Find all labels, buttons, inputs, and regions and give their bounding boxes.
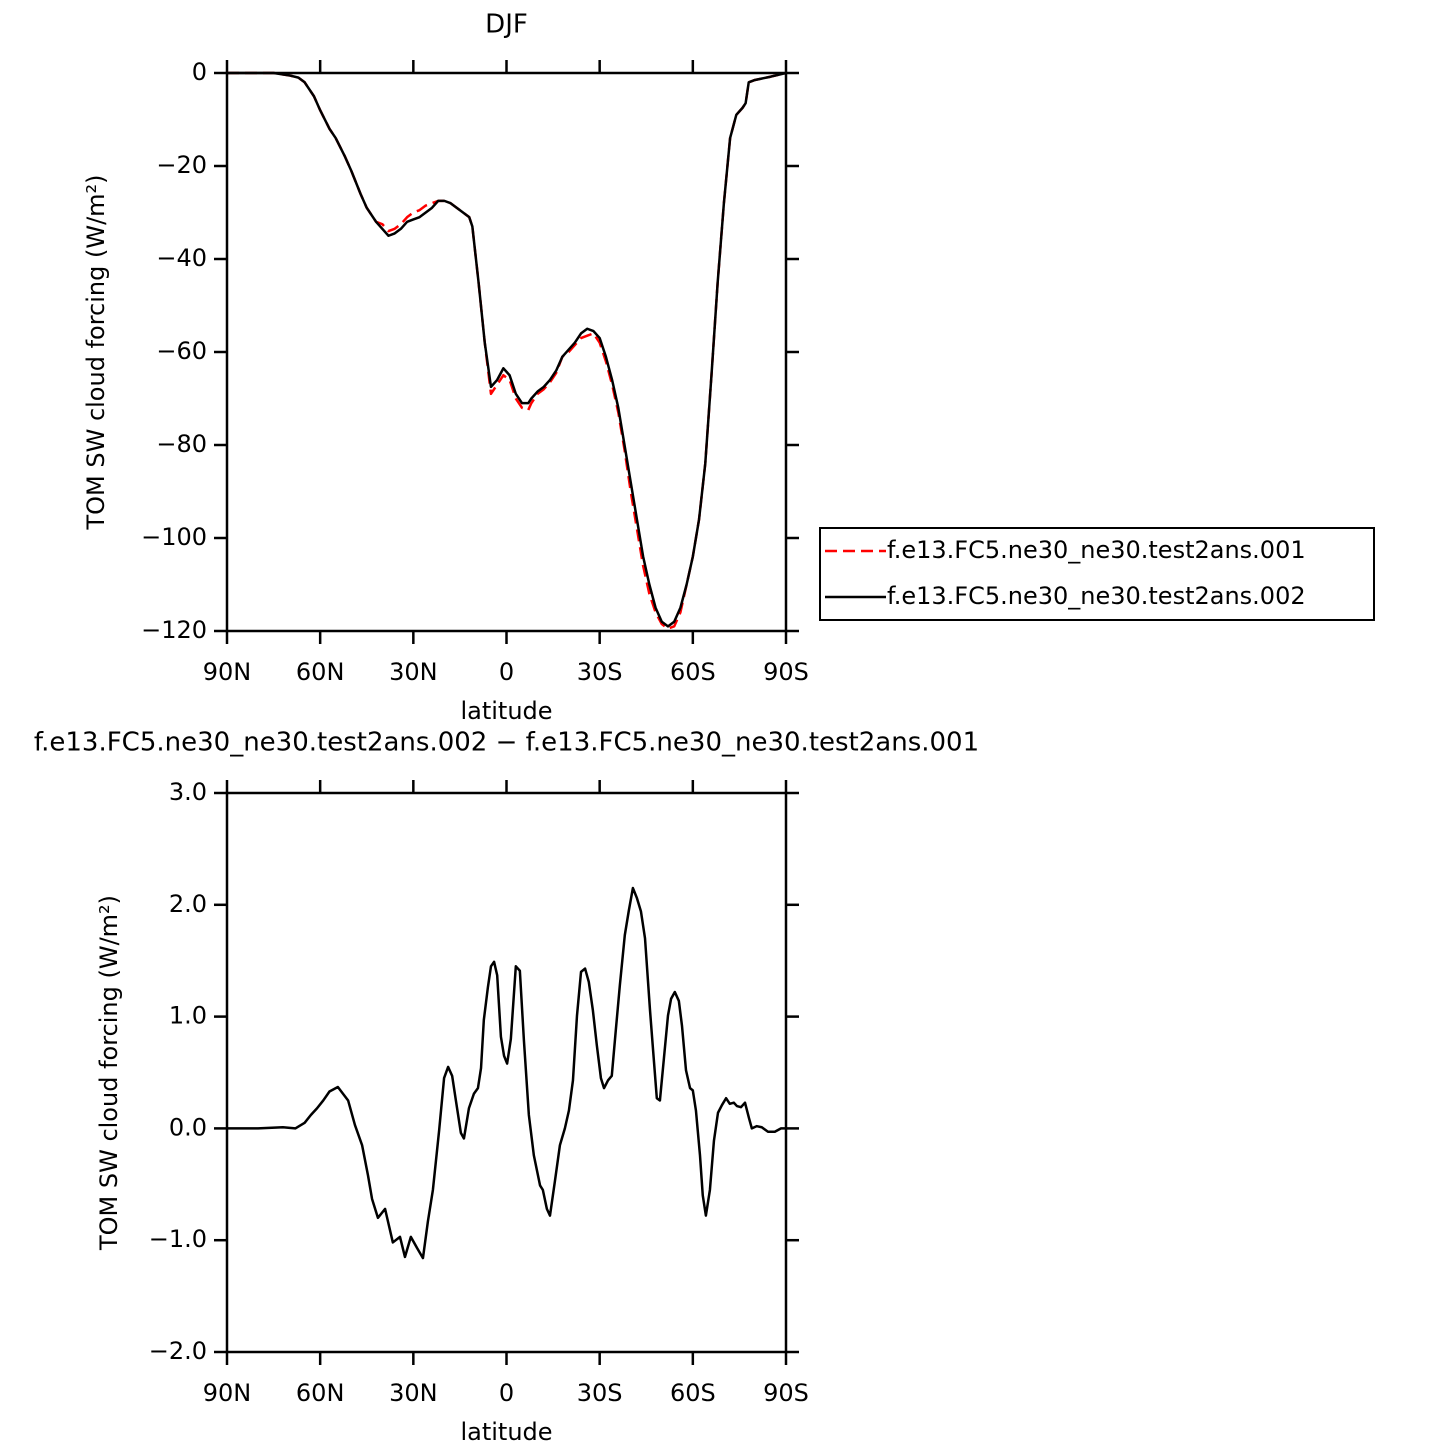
- legend-label: f.e13.FC5.ne30_ne30.test2ans.002: [887, 582, 1306, 610]
- chart-title: f.e13.FC5.ne30_ne30.test2ans.002 − f.e13…: [34, 728, 979, 758]
- x-tick-label: 0: [499, 1379, 514, 1407]
- y-tick-label: 2.0: [169, 890, 207, 918]
- y-tick-label: −1.0: [149, 1225, 207, 1253]
- legend-box: [819, 527, 1375, 621]
- x-tick-label: 30S: [577, 658, 623, 686]
- x-tick-label: 30N: [389, 1379, 438, 1407]
- x-tick-label: 60S: [670, 658, 716, 686]
- y-tick-label: −120: [141, 616, 207, 644]
- series-line: [227, 71, 787, 628]
- x-tick-label: 60N: [296, 1379, 345, 1407]
- x-tick-label: 90S: [763, 658, 809, 686]
- x-tick-label: 0: [499, 658, 514, 686]
- x-axis-label: latitude: [460, 1418, 552, 1446]
- y-tick-label: −2.0: [149, 1337, 207, 1365]
- x-tick-label: 30N: [389, 658, 438, 686]
- chart-title: DJF: [485, 10, 528, 40]
- x-axis-label: latitude: [460, 697, 552, 725]
- x-tick-label: 60N: [296, 658, 345, 686]
- y-tick-label: −20: [156, 151, 207, 179]
- x-tick-label: 60S: [670, 1379, 716, 1407]
- y-tick-label: 3.0: [169, 778, 207, 806]
- y-tick-label: 1.0: [169, 1002, 207, 1030]
- y-tick-label: 0: [192, 58, 207, 86]
- plot-frame: [225, 791, 788, 1354]
- series-line: [227, 886, 786, 1260]
- plot-frame: [225, 71, 788, 633]
- x-tick-label: 90N: [203, 1379, 252, 1407]
- y-tick-label: −80: [156, 430, 207, 458]
- y-axis-label: TOM SW cloud forcing (W/m²): [82, 174, 110, 530]
- y-axis-label: TOM SW cloud forcing (W/m²): [95, 895, 123, 1251]
- y-tick-label: 0.0: [169, 1113, 207, 1141]
- legend-label: f.e13.FC5.ne30_ne30.test2ans.001: [887, 536, 1306, 564]
- series-line: [227, 71, 787, 630]
- x-tick-label: 30S: [577, 1379, 623, 1407]
- y-tick-label: −100: [141, 523, 207, 551]
- y-tick-label: −60: [156, 337, 207, 365]
- x-tick-label: 90S: [763, 1379, 809, 1407]
- y-tick-label: −40: [156, 244, 207, 272]
- x-tick-label: 90N: [203, 658, 252, 686]
